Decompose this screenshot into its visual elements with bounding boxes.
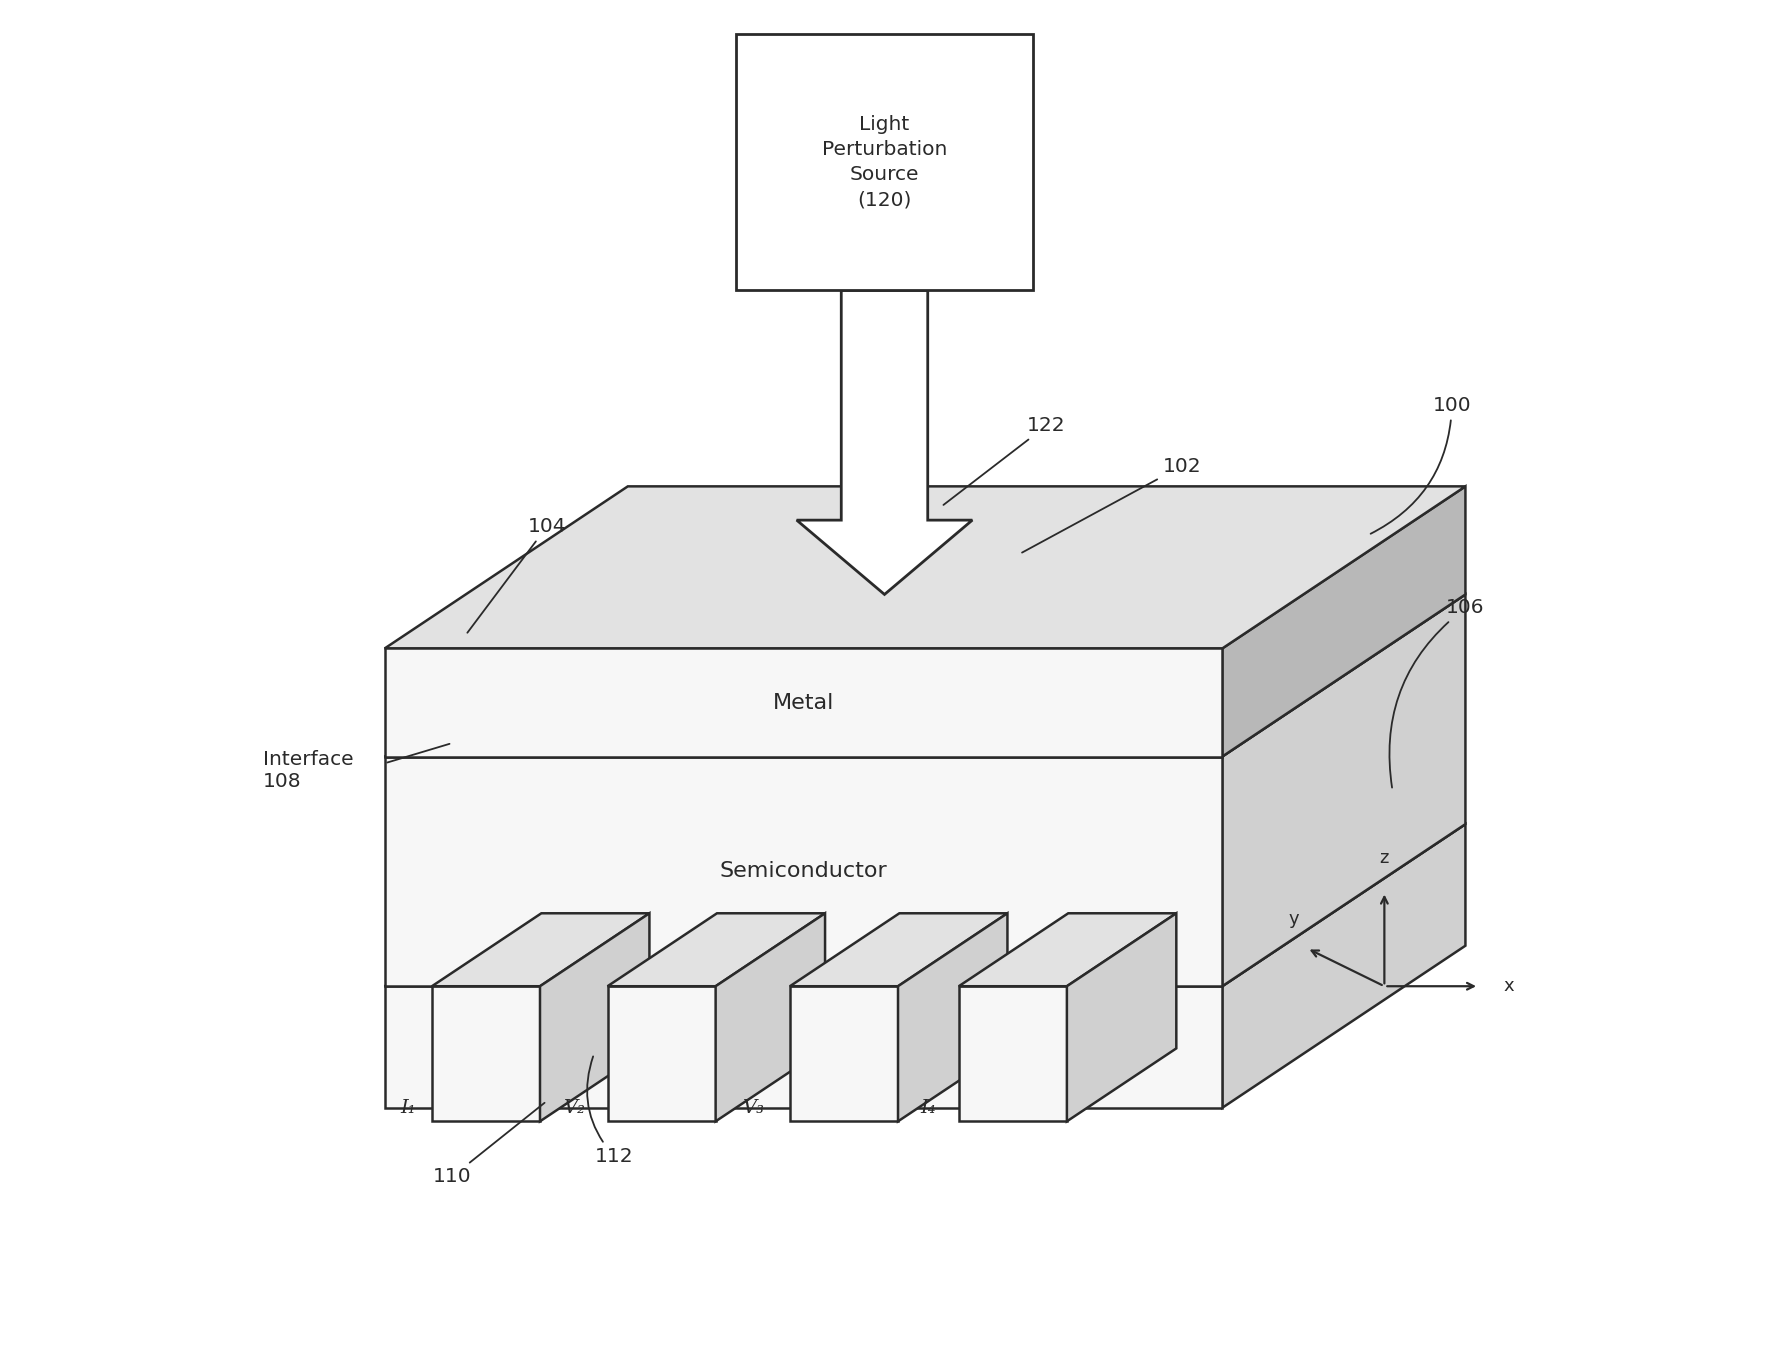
Text: V₂: V₂ [563,1098,586,1117]
Text: Metal: Metal [773,693,835,712]
Polygon shape [716,913,824,1121]
Text: Interface
108: Interface 108 [264,750,354,790]
Text: 122: 122 [943,416,1067,505]
Polygon shape [384,824,1465,986]
Text: Light
Perturbation
Source
(120): Light Perturbation Source (120) [823,115,946,209]
Text: V₃: V₃ [741,1098,764,1117]
Text: 106: 106 [1389,598,1484,788]
Polygon shape [1222,824,1465,1108]
Polygon shape [899,913,1007,1121]
Text: 100: 100 [1371,396,1472,534]
Text: 104: 104 [467,517,566,632]
Polygon shape [384,757,1222,986]
Polygon shape [1222,486,1465,757]
Polygon shape [1222,594,1465,986]
Polygon shape [384,594,1465,757]
Polygon shape [791,986,899,1121]
Polygon shape [384,986,1222,1108]
Polygon shape [432,913,649,986]
Polygon shape [791,913,1007,986]
Text: z: z [1380,850,1389,867]
Polygon shape [432,986,540,1121]
Polygon shape [959,913,1176,986]
Polygon shape [384,648,1222,757]
Polygon shape [1067,913,1176,1121]
Polygon shape [607,913,824,986]
Text: 110: 110 [433,1102,545,1186]
Polygon shape [607,986,716,1121]
Polygon shape [540,913,649,1121]
Text: 102: 102 [1022,457,1201,553]
Text: y: y [1288,911,1298,928]
Text: x: x [1504,977,1514,996]
Polygon shape [959,986,1067,1121]
Bar [736,34,1033,290]
Polygon shape [796,290,973,594]
Text: Semiconductor: Semiconductor [720,862,888,881]
Text: I₁: I₁ [400,1098,416,1117]
Polygon shape [384,486,1465,648]
Text: 112: 112 [587,1056,633,1166]
Text: I₄: I₄ [920,1098,936,1117]
